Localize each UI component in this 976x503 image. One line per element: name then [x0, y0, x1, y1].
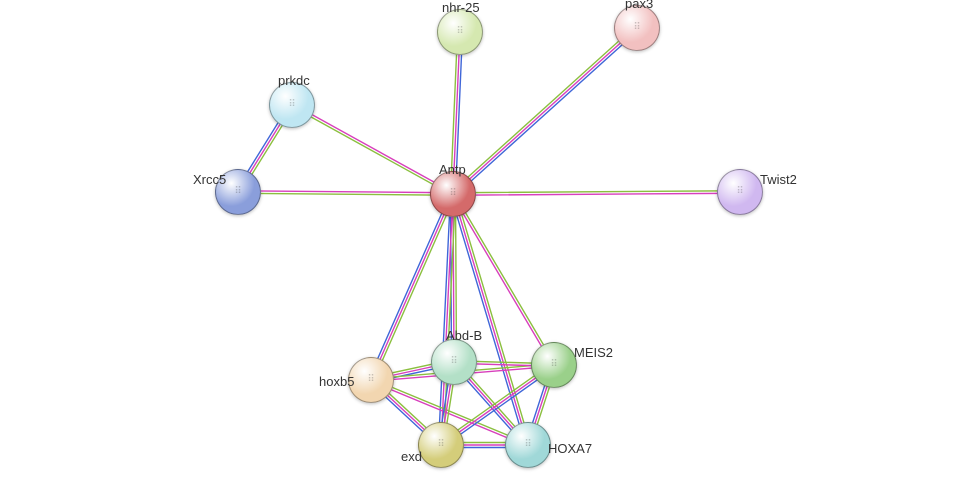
edge-Antp-prkdc	[293, 104, 454, 193]
node-structure-icon: ⠿	[547, 358, 561, 372]
edges-layer	[0, 0, 976, 503]
node-structure-icon: ⠿	[447, 355, 461, 369]
node-structure-icon: ⠿	[521, 438, 535, 452]
node-structure-icon: ⠿	[434, 438, 448, 452]
node-pax3[interactable]: ⠿	[614, 5, 660, 51]
node-structure-icon: ⠿	[231, 185, 245, 199]
node-meis2[interactable]: ⠿	[531, 342, 577, 388]
edge-Antp-Xrcc5	[238, 193, 453, 195]
node-twist2[interactable]: ⠿	[717, 169, 763, 215]
edge-Antp-Twist2	[453, 191, 740, 193]
edge-Antp-Twist2	[453, 193, 740, 195]
edge-Antp-prkdc	[291, 106, 452, 195]
edge-Antp-Abd-B	[455, 194, 456, 362]
edge-Antp-pax3	[453, 28, 637, 194]
node-nhr-25[interactable]: ⠿	[437, 9, 483, 55]
node-antp[interactable]: ⠿	[430, 171, 476, 217]
node-xrcc5[interactable]: ⠿	[215, 169, 261, 215]
node-prkdc[interactable]: ⠿	[269, 82, 315, 128]
node-structure-icon: ⠿	[446, 187, 460, 201]
edge-Antp-MEIS2	[454, 193, 555, 364]
node-structure-icon: ⠿	[453, 25, 467, 39]
node-structure-icon: ⠿	[630, 21, 644, 35]
node-hoxb5[interactable]: ⠿	[348, 357, 394, 403]
edge-Antp-MEIS2	[452, 195, 553, 366]
edge-Antp-pax3	[455, 30, 639, 196]
node-structure-icon: ⠿	[285, 98, 299, 112]
node-hoxa7[interactable]: ⠿	[505, 422, 551, 468]
node-structure-icon: ⠿	[364, 373, 378, 387]
node-exd[interactable]: ⠿	[418, 422, 464, 468]
edge-Antp-Xrcc5	[238, 191, 453, 193]
node-abd-b[interactable]: ⠿	[431, 339, 477, 385]
node-structure-icon: ⠿	[733, 185, 747, 199]
edge-Antp-pax3	[451, 26, 635, 192]
network-canvas: ⠿Antp⠿nhr-25⠿pax3⠿Twist2⠿prkdc⠿Xrcc5⠿hox…	[0, 0, 976, 503]
